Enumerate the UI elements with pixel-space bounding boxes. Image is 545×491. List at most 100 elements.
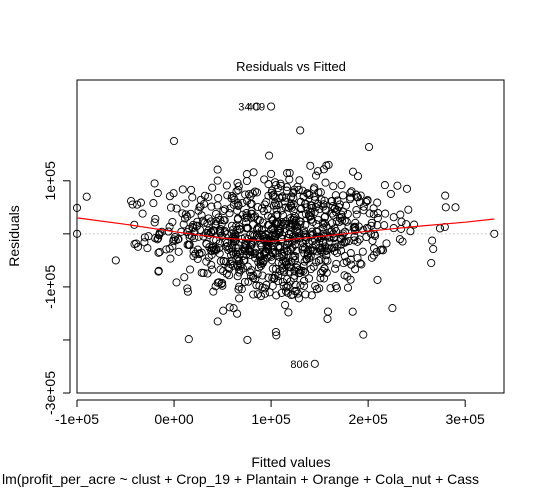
data-point: [189, 247, 198, 256]
data-point: [216, 265, 225, 274]
y-tick-label: -3e+05: [42, 371, 58, 415]
data-point: [307, 291, 316, 300]
data-point: [225, 303, 234, 312]
data-point: [213, 201, 222, 210]
data-point: [207, 250, 216, 259]
data-point: [172, 278, 181, 287]
x-tick-label: -1e+05: [55, 411, 99, 427]
data-point: [441, 191, 450, 200]
data-point: [281, 287, 291, 296]
data-point: [350, 223, 360, 232]
data-point: [269, 201, 279, 210]
data-point: [297, 266, 306, 275]
data-point: [242, 218, 251, 227]
data-point: [304, 274, 314, 283]
data-point: [389, 213, 398, 222]
data-point: [202, 239, 211, 248]
data-point: [279, 248, 288, 257]
data-point: [213, 317, 222, 326]
data-point: [253, 225, 262, 234]
data-point: [180, 273, 189, 282]
data-point: [311, 203, 320, 212]
data-point: [343, 272, 352, 281]
data-point: [82, 192, 91, 201]
data-point: [276, 266, 285, 276]
data-point: [290, 185, 299, 194]
data-point: [270, 274, 279, 283]
data-point: [373, 198, 382, 207]
data-point: [285, 219, 294, 228]
data-point: [242, 250, 251, 259]
data-point: [207, 202, 216, 211]
data-point: [451, 203, 460, 212]
data-point: [363, 196, 372, 205]
data-point: [301, 210, 310, 219]
data-point: [234, 201, 243, 210]
data-point: [258, 271, 267, 280]
data-point: [332, 248, 342, 257]
data-point: [282, 283, 291, 292]
data-point: [301, 290, 310, 299]
data-point: [311, 281, 320, 291]
data-point: [258, 218, 267, 227]
data-point: [165, 222, 174, 231]
data-point: [253, 202, 262, 212]
data-point: [318, 266, 327, 275]
data-point: [352, 205, 361, 215]
data-point: [241, 213, 250, 222]
data-point: [244, 245, 253, 254]
data-point: [428, 236, 437, 245]
data-point: [348, 307, 357, 316]
data-point: [369, 210, 378, 219]
data-point: [267, 169, 276, 178]
data-point: [308, 231, 317, 240]
y-tick-label: -1e+05: [42, 265, 58, 309]
data-point: [72, 203, 82, 212]
data-point: [204, 214, 213, 223]
data-point: [221, 257, 231, 266]
data-point: [225, 271, 234, 280]
data-point: [149, 199, 158, 208]
data-point: [195, 249, 204, 258]
data-point: [264, 191, 273, 200]
data-point: [330, 224, 339, 233]
data-point: [355, 235, 364, 244]
data-point: [293, 233, 302, 242]
data-point: [278, 249, 287, 258]
data-point: [200, 218, 209, 227]
data-point: [170, 233, 180, 242]
data-point: [369, 204, 378, 213]
data-point: [259, 257, 268, 266]
data-point: [274, 276, 283, 286]
data-point: [328, 209, 337, 218]
data-point: [219, 216, 228, 225]
data-point: [367, 253, 376, 262]
data-point: [356, 259, 365, 268]
data-point: [274, 258, 283, 267]
data-point: [220, 228, 229, 237]
data-point: [246, 213, 255, 222]
data-point: [166, 254, 175, 263]
data-point: [128, 200, 137, 209]
data-point: [319, 220, 328, 229]
data-point: [299, 281, 309, 291]
data-point: [264, 245, 273, 254]
data-point: [322, 268, 331, 277]
data-point: [355, 198, 365, 207]
data-point: [351, 265, 360, 274]
data-point: [346, 188, 355, 197]
data-point: [207, 260, 216, 270]
data-point: [186, 265, 195, 274]
data-point: [410, 220, 419, 229]
data-point: [179, 220, 188, 229]
data-point: [213, 165, 222, 174]
data-point: [168, 217, 177, 227]
data-point: [318, 247, 327, 257]
data-point: [270, 192, 279, 201]
data-point: [277, 288, 286, 297]
data-point: [343, 209, 352, 219]
data-point: [307, 204, 316, 213]
data-point: [154, 267, 163, 276]
data-point: [331, 264, 340, 273]
